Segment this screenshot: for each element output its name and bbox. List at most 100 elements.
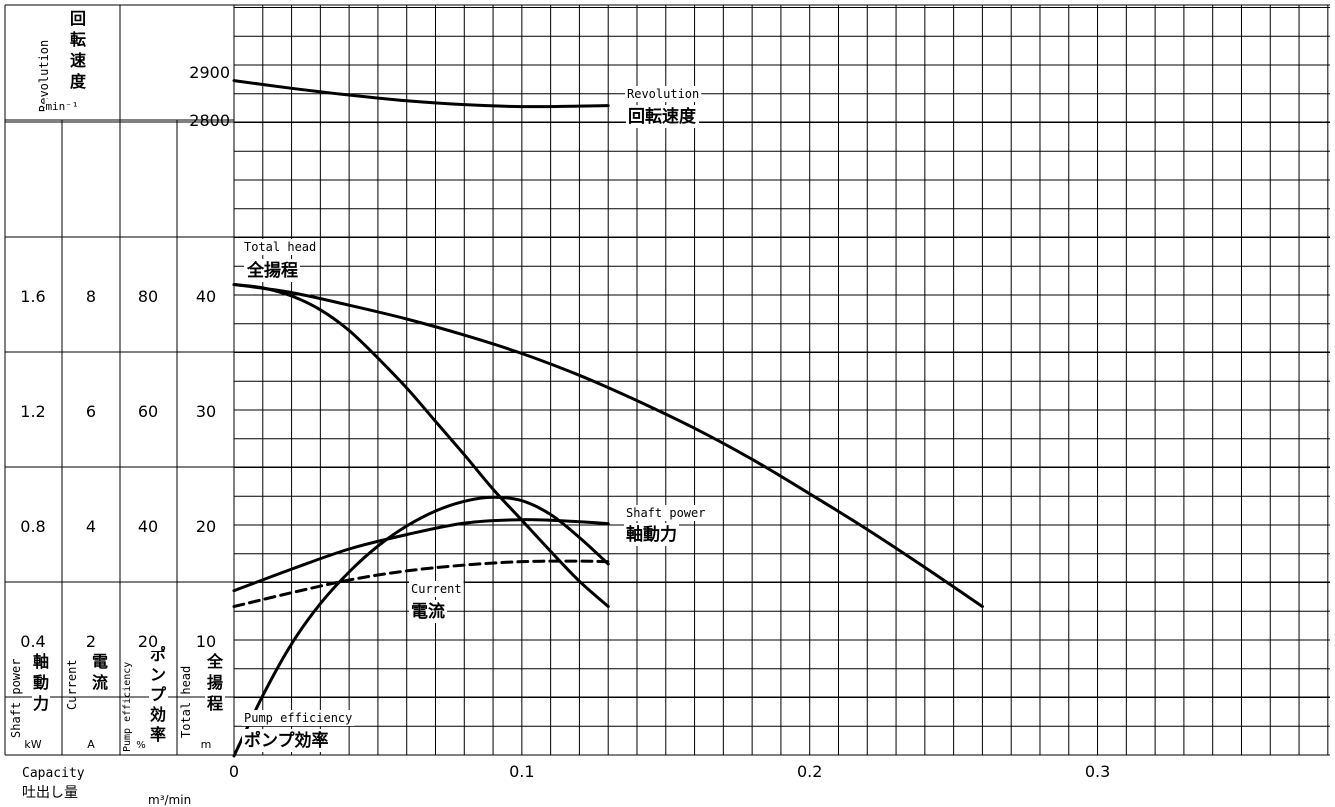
- axis-label-current-jp: 電流: [92, 652, 108, 692]
- curve-label-revolution-en: Revolution: [627, 87, 699, 101]
- tick-label-efficiency: 20: [138, 632, 158, 651]
- tick-label-head-bg: [193, 401, 219, 421]
- tick-label-head-bg: [193, 286, 219, 306]
- axis-label-efficiency-jp: ポンプ効率: [150, 645, 167, 744]
- curve-label-bg: [242, 239, 319, 255]
- tick-label-current-bg: [83, 516, 99, 536]
- x-axis-label-en: Capacity: [22, 766, 85, 781]
- tick-label-shaft-power: 1.6: [20, 287, 45, 306]
- tick-label-head: 10: [196, 632, 216, 651]
- tick-label-x: 0.3: [1085, 762, 1110, 781]
- axis-label-bg: [0, 0, 74, 4]
- curve-label-bg: [624, 523, 679, 546]
- axis-label-bg: [148, 644, 168, 745]
- tick-label-shaft-power: 0.8: [20, 517, 45, 536]
- axis-unit-head: m: [201, 738, 212, 751]
- curve-label-bg: [626, 105, 699, 128]
- curve-label-current-en: Current: [411, 582, 462, 596]
- series-line-pump-efficiency: [232, 495, 610, 758]
- curve-label-bg: [242, 710, 355, 726]
- tick-label-current: 8: [86, 287, 96, 306]
- axis-label-revolution-jp: 回転速度: [70, 9, 87, 91]
- curve-label-bg: [244, 259, 300, 282]
- axis-label-bg: [90, 651, 110, 693]
- curve-label-head-jp: 全揚程: [246, 260, 298, 281]
- curve-label-bg: [242, 729, 331, 752]
- curve-labels: Revolution 回転速度 Total head 全揚程 Shaft pow…: [242, 86, 708, 752]
- tick-label-shaft-power-bg: [15, 631, 51, 651]
- axis-label-bg: [199, 737, 213, 752]
- tick-label-head-bg: [193, 631, 219, 651]
- curve-label-bg: [409, 581, 464, 597]
- tick-label-shaft-power-bg: [15, 516, 51, 536]
- axis-label-current-en: Current: [65, 659, 79, 710]
- axis-unit-efficiency: %: [136, 740, 146, 751]
- tick-label-efficiency-bg: [135, 631, 161, 651]
- axis-label-bg: [21, 765, 86, 782]
- axis-label-revolution-en: Revolution: [37, 40, 51, 112]
- tick-label-current: 6: [86, 402, 96, 421]
- series-line-current: [232, 559, 610, 608]
- tick-label-shaft-power: 0.4: [20, 632, 45, 651]
- tick-label-efficiency-bg: [135, 286, 161, 306]
- tick-label-current: 4: [86, 517, 96, 536]
- tick-label-x: 0.2: [797, 762, 822, 781]
- axis-label-head-jp: 全揚程: [206, 652, 224, 713]
- curve-label-shaft-power-jp: 軸動力: [626, 524, 677, 545]
- series-line-revolution: [232, 79, 610, 109]
- tick-label-head: 40: [196, 287, 216, 306]
- tick-label-current: 2: [86, 632, 96, 651]
- chart-curves: [232, 79, 984, 758]
- tick-label-shaft-power-bg: [15, 401, 51, 421]
- axis-label-bg: [135, 739, 147, 752]
- tick-label-current-bg: [83, 401, 99, 421]
- tick-label-shaft-power-bg: [15, 286, 51, 306]
- axis-unit-shaft-power: kW: [24, 738, 41, 751]
- axis-label-bg: [23, 737, 43, 752]
- tick-label-current-bg: [83, 631, 99, 651]
- tick-label-revolution: 2800: [189, 111, 230, 130]
- curve-label-head-en: Total head: [244, 240, 316, 254]
- curve-label-revolution-jp: 回転速度: [628, 106, 697, 127]
- x-axis-label-jp: 吐出し量: [22, 785, 78, 801]
- curve-label-efficiency-en: Pump efficiency: [244, 711, 352, 725]
- axis-label-bg: [31, 651, 51, 714]
- axis-label-shaft-power-jp: 軸動力: [33, 652, 49, 713]
- tick-label-head: 20: [196, 517, 216, 536]
- axis-ticks: 1.6 8 80 40 1.2 6 60 30 0.8 4 40 20 0.4 2 20 10 2900 2800…: [15, 63, 1110, 781]
- axis-label-shaft-power-en: Shaft power: [9, 659, 23, 738]
- tick-label-x: 0: [229, 762, 239, 781]
- axis-label-head-en: Total head: [179, 666, 193, 738]
- tick-label-efficiency: 60: [138, 402, 158, 421]
- tick-label-head-bg: [193, 516, 219, 536]
- axis-label-bg: [204, 651, 225, 714]
- tick-label-efficiency: 80: [138, 287, 158, 306]
- tick-label-efficiency-bg: [135, 516, 161, 536]
- tick-label-efficiency-bg: [135, 401, 161, 421]
- series-line-total-head: [232, 283, 984, 608]
- tick-label-shaft-power: 1.2: [20, 402, 45, 421]
- curve-label-shaft-power-en: Shaft power: [626, 506, 705, 520]
- tick-label-revolution: 2900: [189, 63, 230, 82]
- x-axis-unit: m³/min: [148, 793, 191, 807]
- axis-label-bg: [44, 99, 80, 114]
- curve-label-bg: [409, 600, 447, 623]
- series-line-total-head-second: [232, 283, 610, 608]
- tick-label-efficiency: 40: [138, 517, 158, 536]
- curve-label-efficiency-jp: ポンプ効率: [244, 730, 329, 751]
- axis-label-bg: [21, 784, 79, 802]
- axis-unit-revolution: min⁻¹: [45, 100, 78, 113]
- tick-label-current-bg: [83, 286, 99, 306]
- axis-label-efficiency-en: Pump efficiency: [122, 662, 133, 752]
- axis-label-bg: [86, 737, 97, 752]
- curve-label-bg: [625, 86, 702, 102]
- tick-label-x: 0.1: [509, 762, 534, 781]
- axis-label-bg: [147, 792, 193, 807]
- axis-label-bg: [68, 8, 88, 92]
- curve-label-current-jp: 電流: [411, 601, 445, 622]
- chart-grid: [5, 4, 1330, 755]
- tick-label-head: 30: [196, 402, 216, 421]
- series-line-shaft-power: [232, 518, 610, 593]
- axis-unit-current: A: [87, 738, 95, 751]
